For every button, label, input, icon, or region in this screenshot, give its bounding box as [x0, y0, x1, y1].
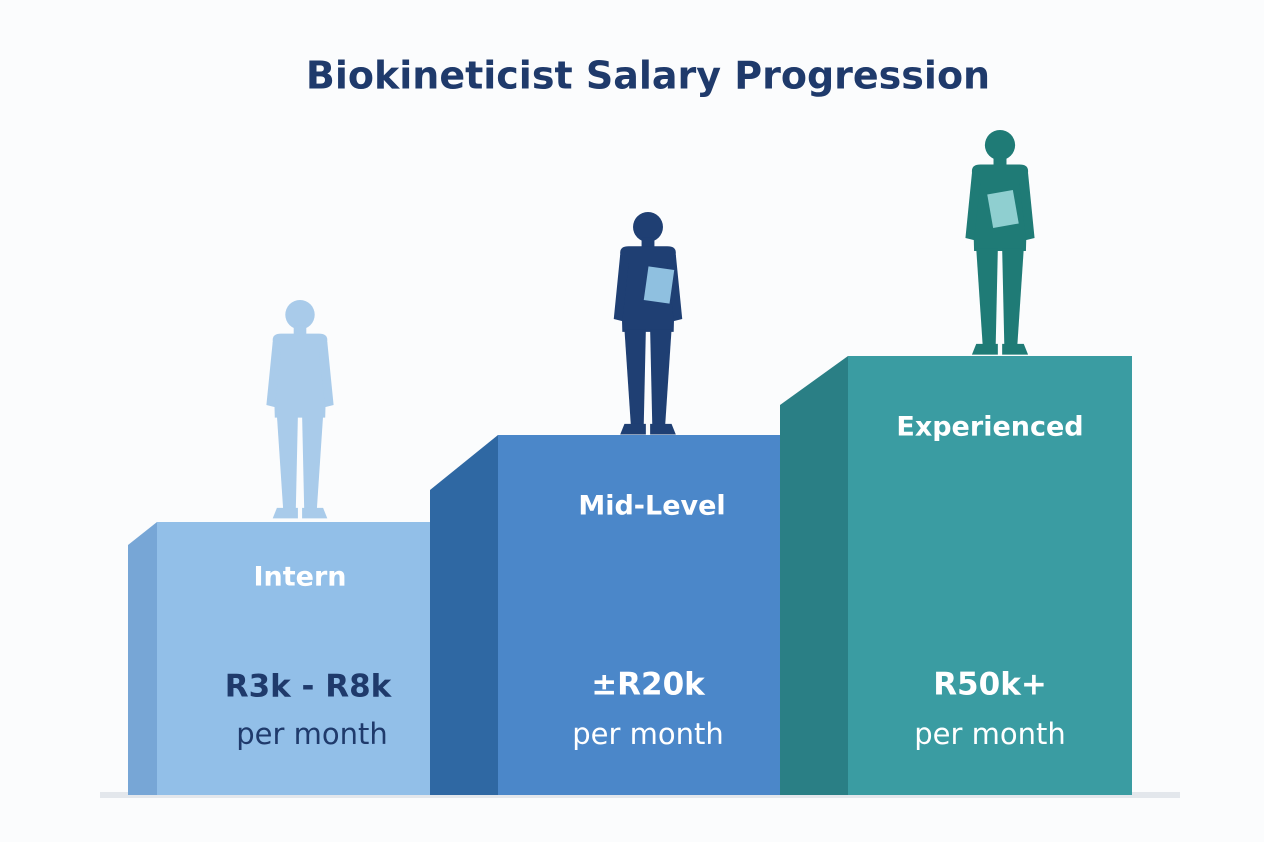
salary: ±R20k	[591, 667, 706, 703]
salary: R3k - R8k	[225, 669, 393, 705]
clipboard	[643, 266, 675, 304]
salary: R50k+	[933, 667, 1047, 703]
podium-experienced	[780, 356, 1132, 795]
clipboard	[987, 190, 1019, 228]
podium-side	[780, 356, 848, 795]
podium-front	[848, 356, 1132, 795]
level-label: Experienced	[896, 412, 1083, 443]
podium-side	[128, 522, 157, 795]
podium-front	[498, 435, 800, 795]
period: per month	[914, 717, 1066, 751]
title: Biokineticist Salary Progression	[306, 54, 990, 98]
level-label: Intern	[253, 562, 346, 593]
podium-side	[430, 435, 498, 795]
podium-front	[157, 522, 452, 795]
podium-intern	[128, 522, 452, 795]
podium-mid	[430, 435, 800, 795]
level-label: Mid-Level	[578, 491, 725, 522]
period: per month	[236, 717, 388, 751]
period: per month	[572, 717, 724, 751]
